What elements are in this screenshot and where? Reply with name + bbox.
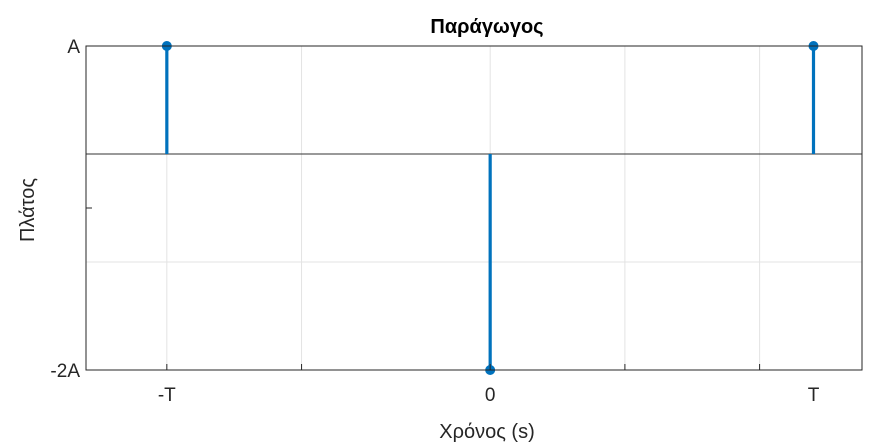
grid <box>86 45 862 370</box>
y-tick-label: A <box>67 37 80 58</box>
plot-area-frame <box>85 45 863 371</box>
chart-title: Παράγωγος <box>430 16 543 38</box>
x-axis-label: Χρόνος (s) <box>439 421 534 443</box>
ticks: A -2A -T 0 T <box>50 37 819 406</box>
x-tick-label: 0 <box>485 385 496 406</box>
y-tick-label: -2A <box>50 361 80 382</box>
x-tick-label: T <box>808 385 820 406</box>
x-tick-label: -T <box>158 385 176 406</box>
y-axis-label: Πλάτος <box>17 178 39 242</box>
